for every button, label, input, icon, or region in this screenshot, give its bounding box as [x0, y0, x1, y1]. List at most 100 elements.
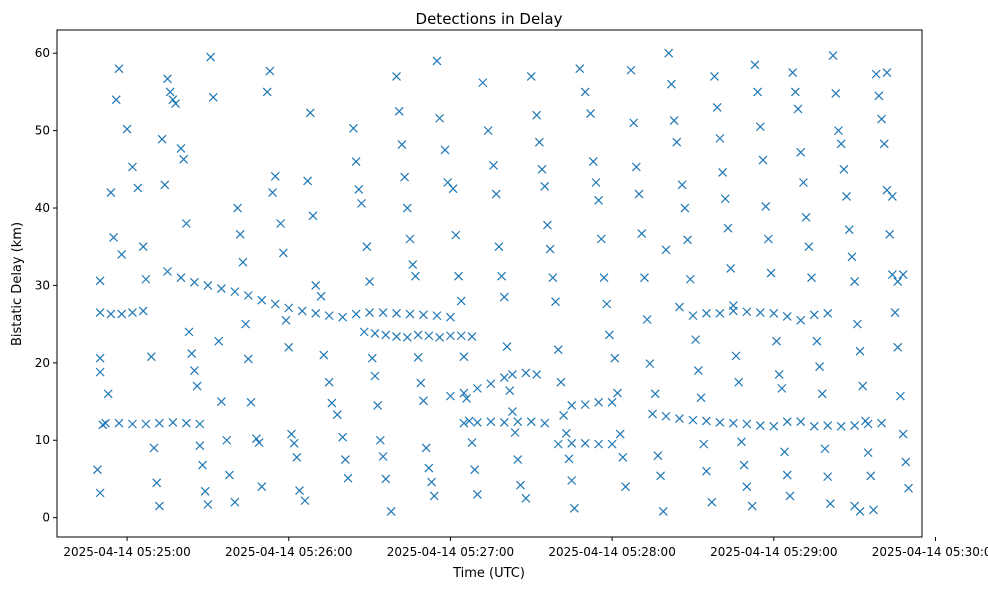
scatter-point	[715, 133, 725, 143]
scatter-point	[467, 438, 477, 447]
track-descending-point	[203, 281, 213, 290]
track-descending-point	[324, 311, 334, 321]
scatter-point	[265, 66, 275, 76]
scatter-point	[483, 126, 493, 136]
scatter-point	[491, 189, 501, 199]
scatter-point	[596, 234, 606, 244]
scatter-point	[311, 281, 321, 290]
track-lower-f-point	[567, 400, 577, 410]
track-left-upper-point	[117, 309, 127, 319]
scatter-point	[278, 248, 288, 258]
scatter-point	[513, 455, 523, 465]
scatter-point	[165, 87, 175, 97]
track-mid-point	[467, 332, 477, 341]
scatter-point	[392, 72, 401, 81]
scatter-point	[319, 350, 329, 360]
scatter-point	[402, 203, 412, 213]
track-upper-right-point	[675, 302, 684, 312]
scatter-point	[545, 244, 555, 254]
scatter-point	[510, 428, 520, 437]
scatter-point	[507, 407, 517, 417]
scatter-point	[882, 68, 892, 77]
scatter-point	[847, 252, 857, 262]
scatter-point	[763, 234, 773, 244]
track-lower-e-point	[796, 417, 806, 427]
scatter-point	[548, 273, 558, 283]
scatter-point	[723, 223, 733, 233]
x-tick-label: 2025-04-14 05:30:00	[872, 545, 988, 559]
scatter-point	[405, 234, 415, 244]
track-left-upper-point	[106, 309, 116, 319]
scatter-point	[163, 74, 172, 84]
scatter-point	[375, 435, 385, 445]
scatter-point	[198, 460, 207, 470]
scatter-point	[844, 225, 854, 235]
scatter-point	[553, 345, 563, 355]
scatter-point	[470, 465, 480, 475]
track-lower-d-point	[755, 421, 765, 430]
scatter-point	[669, 116, 679, 125]
scatter-point	[812, 336, 822, 346]
scatter-point	[610, 353, 620, 363]
track-descending-point	[284, 303, 294, 313]
scatter-point	[766, 268, 776, 278]
scatter-point	[270, 171, 280, 181]
track-lower-d-point	[769, 421, 779, 431]
scatter-point	[505, 386, 515, 396]
track-lower-a-point	[168, 418, 178, 427]
y-tick-label: 60	[35, 46, 50, 60]
scatter-point	[378, 452, 388, 461]
scatter-point	[631, 162, 641, 172]
track-left-upper-point	[128, 308, 137, 317]
track-descending-point	[270, 299, 280, 309]
x-axis-ticks: 2025-04-14 05:25:00 2025-04-14 05:26:00 20…	[63, 537, 988, 559]
scatter-point	[621, 482, 631, 492]
track-lower-a-point	[114, 418, 124, 428]
scatter-point	[707, 497, 717, 507]
track-descending-point	[297, 306, 307, 316]
scatter-point	[543, 220, 552, 230]
scatter-point	[394, 106, 404, 116]
track-mid-point	[402, 332, 412, 342]
y-tick-label: 20	[35, 356, 50, 370]
track-descending-point	[338, 312, 348, 322]
track-descending-point	[446, 312, 455, 322]
track-lower-c-point	[472, 418, 482, 427]
scatter-point	[726, 263, 736, 273]
track-descending-point	[163, 267, 172, 276]
scatter-point	[836, 139, 846, 149]
scatter-point	[171, 99, 180, 108]
scatter-point	[645, 359, 655, 369]
scatter-point	[640, 273, 649, 283]
scatter-point	[772, 336, 781, 346]
scatter-point	[871, 69, 881, 79]
scatter-point	[556, 377, 566, 387]
data-marks	[92, 48, 913, 516]
scatter-point	[103, 389, 113, 399]
track-mid-point	[446, 331, 455, 341]
track-lower-b-point	[459, 388, 469, 398]
scatter-point	[424, 463, 434, 473]
track-descending-point	[257, 295, 267, 305]
scatter-point	[850, 277, 860, 286]
scatter-point	[497, 271, 507, 281]
track-lower-f-point	[553, 439, 563, 449]
track-lower-b-point	[507, 370, 517, 379]
scatter-point	[295, 486, 304, 495]
x-axis-label: Time (UTC)	[452, 566, 525, 581]
track-lower-b-point	[446, 391, 455, 401]
track-lower-d-point	[675, 414, 684, 423]
y-tick-label: 10	[35, 433, 50, 447]
scatter-point	[796, 147, 806, 157]
scatter-point	[691, 335, 701, 345]
scatter-point	[238, 257, 248, 267]
scatter-point	[777, 383, 787, 393]
x-tick-label: 2025-04-14 05:25:00	[63, 545, 190, 559]
scatter-point	[187, 349, 197, 358]
scatter-point	[898, 429, 908, 439]
scatter-point	[885, 229, 895, 239]
track-lower-a-point	[195, 419, 205, 429]
scatter-point	[823, 472, 833, 482]
track-mid-point	[359, 327, 369, 337]
